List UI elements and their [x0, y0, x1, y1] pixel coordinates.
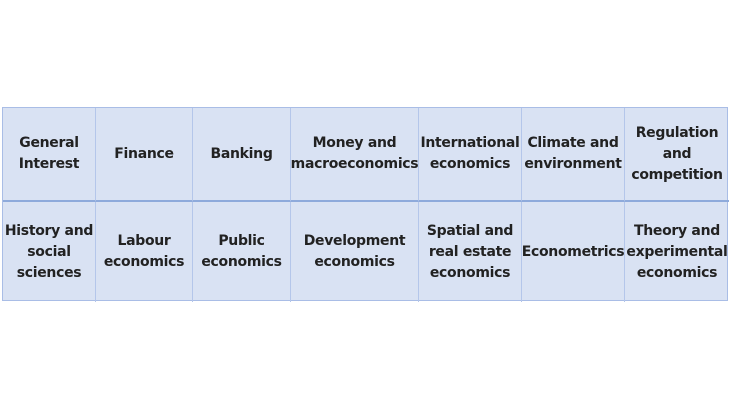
- topics-table: General Interest Finance Banking Money and …: [2, 107, 729, 302]
- topic-cell[interactable]: Development economics: [291, 202, 419, 302]
- topic-cell[interactable]: Theory and experimental economics: [626, 222, 728, 281]
- topic-cell[interactable]: Banking: [193, 108, 291, 202]
- topic-cell[interactable]: Spatial and real estate economics: [419, 202, 522, 302]
- topic-cell[interactable]: Econometrics: [522, 202, 625, 302]
- topic-cell[interactable]: Regulation and competition: [625, 108, 729, 202]
- topic-cell[interactable]: Public economics: [193, 202, 291, 302]
- topic-cell[interactable]: Climate and environment: [522, 108, 625, 202]
- topic-cell[interactable]: Money and macroeconomics: [291, 108, 419, 202]
- topic-cell[interactable]: Finance: [96, 108, 193, 202]
- topic-cell[interactable]: General Interest: [3, 108, 96, 202]
- topic-cell[interactable]: Labour economics: [96, 202, 193, 302]
- topic-cell[interactable]: History and social sciences: [3, 202, 96, 302]
- topic-cell[interactable]: International economics: [419, 108, 522, 202]
